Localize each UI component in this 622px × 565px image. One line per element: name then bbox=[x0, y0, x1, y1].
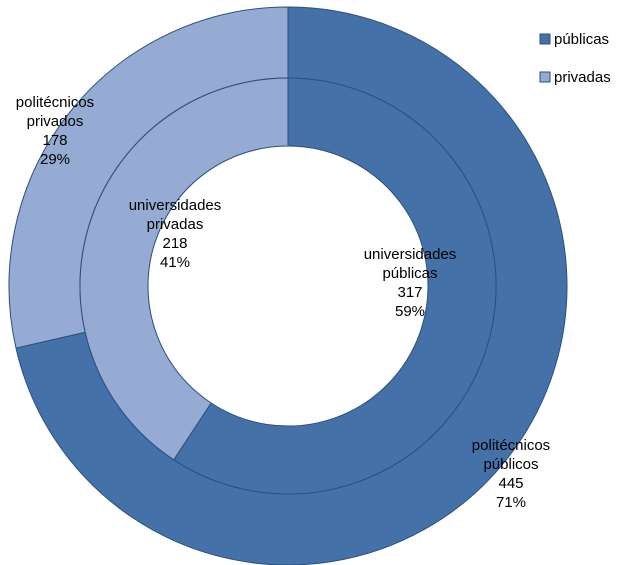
inner-slice-universidades-privadas bbox=[79, 77, 289, 461]
legend-swatch-publicas bbox=[539, 33, 551, 45]
legend-swatch-privadas bbox=[539, 71, 551, 83]
chart-data-labels: politécnicos públicos 445 71% politécnicos pr… bbox=[16, 94, 550, 511]
legend-label-privadas: privadas bbox=[554, 69, 611, 86]
inner-slice-universidades-publicas bbox=[173, 77, 497, 495]
outer-slice-label-politecnicos-privados: politécnicos privados 178 29% bbox=[16, 94, 94, 168]
chart-slices bbox=[8, 6, 568, 565]
chart-legend: públicas privadas bbox=[539, 31, 611, 86]
outer-slice-label-politecnicos-publicos: politécnicos públicos 445 71% bbox=[472, 437, 550, 511]
inner-slice-label-universidades-publicas: universidades públicas 317 59% bbox=[364, 246, 457, 320]
inner-slice-label-universidades-privadas: universidades privadas 218 41% bbox=[129, 197, 222, 271]
legend-label-publicas: públicas bbox=[554, 31, 609, 48]
legend-item-publicas: públicas bbox=[539, 31, 609, 48]
legend-item-privadas: privadas bbox=[539, 69, 611, 86]
